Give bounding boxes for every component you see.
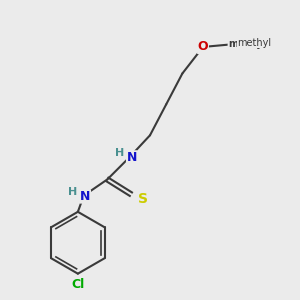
Text: H: H xyxy=(115,148,124,158)
Text: H: H xyxy=(68,187,77,197)
Text: N: N xyxy=(127,151,137,164)
Text: Cl: Cl xyxy=(71,278,85,291)
Text: O: O xyxy=(198,40,208,53)
Text: N: N xyxy=(80,190,90,203)
Text: methyl: methyl xyxy=(228,39,266,49)
Text: S: S xyxy=(138,192,148,206)
Text: methyl: methyl xyxy=(237,38,271,47)
